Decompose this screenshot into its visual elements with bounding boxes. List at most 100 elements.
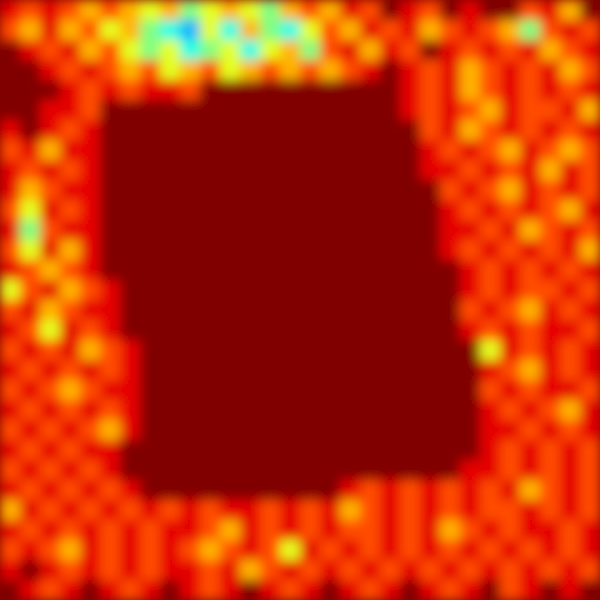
heatmap-cell xyxy=(460,0,481,21)
heatmap-cell xyxy=(40,560,61,581)
heatmap-cell xyxy=(560,160,581,181)
heatmap-cell xyxy=(460,480,481,501)
heatmap-cell xyxy=(500,180,521,201)
heatmap-cell xyxy=(500,560,521,581)
heatmap-cell xyxy=(60,400,81,421)
heatmap-cell xyxy=(200,60,221,81)
heatmap-cell xyxy=(540,580,561,600)
heatmap-cell xyxy=(500,420,521,441)
heatmap-cell xyxy=(520,320,541,341)
heatmap-cell xyxy=(360,20,381,41)
heatmap-cell xyxy=(440,480,461,501)
heatmap-cell xyxy=(460,220,481,241)
heatmap-cell xyxy=(40,0,61,21)
heatmap-cell xyxy=(380,480,401,501)
heatmap-cell xyxy=(180,460,201,481)
heatmap-cell xyxy=(320,360,341,381)
heatmap-cell xyxy=(120,240,141,261)
heatmap-cell xyxy=(380,380,401,401)
heatmap-cell xyxy=(80,20,101,41)
heatmap-cell xyxy=(60,380,81,401)
heatmap-cell xyxy=(40,100,61,121)
heatmap-cell xyxy=(440,420,461,441)
heatmap-cell xyxy=(380,40,401,61)
heatmap-cell xyxy=(160,340,181,361)
heatmap-cell xyxy=(100,280,121,301)
heatmap-cell xyxy=(300,360,321,381)
heatmap-cell xyxy=(340,180,361,201)
heatmap-cell xyxy=(200,400,221,421)
heatmap-cell xyxy=(140,160,161,181)
heatmap-cell xyxy=(260,160,281,181)
heatmap-cell xyxy=(60,420,81,441)
heatmap-cell xyxy=(300,420,321,441)
heatmap-cell xyxy=(140,500,161,521)
heatmap-cell xyxy=(440,380,461,401)
heatmap-cell xyxy=(140,300,161,321)
heatmap-cell xyxy=(560,380,581,401)
heatmap-cell xyxy=(360,420,381,441)
heatmap-cell xyxy=(80,400,101,421)
heatmap-cell xyxy=(180,340,201,361)
heatmap-cell xyxy=(280,420,301,441)
heatmap-cell xyxy=(160,460,181,481)
heatmap-cell xyxy=(200,0,221,21)
heatmap-cell xyxy=(240,520,261,541)
heatmap-cell xyxy=(580,580,600,600)
heatmap-cell xyxy=(300,200,321,221)
heatmap-cell xyxy=(560,320,581,341)
heatmap-cell xyxy=(240,580,261,600)
heatmap-cell xyxy=(400,0,421,21)
heatmap-cell xyxy=(160,240,181,261)
heatmap-cell xyxy=(60,460,81,481)
heatmap-cell xyxy=(520,400,541,421)
heatmap-cell xyxy=(340,540,361,561)
heatmap-cell xyxy=(200,460,221,481)
heatmap-cell xyxy=(280,380,301,401)
heatmap-cell xyxy=(60,160,81,181)
heatmap-cell xyxy=(560,180,581,201)
heatmap-cell xyxy=(580,420,600,441)
heatmap-cell xyxy=(140,260,161,281)
heatmap-cell xyxy=(520,460,541,481)
heatmap-cell xyxy=(260,500,281,521)
heatmap-cell xyxy=(540,240,561,261)
heatmap-cell xyxy=(20,480,41,501)
heatmap-cell xyxy=(260,460,281,481)
heatmap-cell xyxy=(340,140,361,161)
heatmap-cell xyxy=(200,240,221,261)
heatmap-cell xyxy=(540,500,561,521)
heatmap-cell xyxy=(360,100,381,121)
heatmap-cell xyxy=(480,60,501,81)
heatmap-cell xyxy=(520,420,541,441)
heatmap-cell xyxy=(120,560,141,581)
heatmap-cell xyxy=(420,220,441,241)
heatmap-cell xyxy=(520,560,541,581)
heatmap-cell xyxy=(100,340,121,361)
heatmap-cell xyxy=(500,520,521,541)
heatmap-cell xyxy=(140,400,161,421)
heatmap-cell xyxy=(540,400,561,421)
heatmap-cell xyxy=(560,80,581,101)
heatmap-cell xyxy=(100,220,121,241)
heatmap-cell xyxy=(180,380,201,401)
heatmap-cell xyxy=(20,540,41,561)
heatmap-cell xyxy=(0,300,21,321)
heatmap-cell xyxy=(280,140,301,161)
heatmap-cell xyxy=(120,200,141,221)
heatmap-cell xyxy=(400,540,421,561)
heatmap-cell xyxy=(300,480,321,501)
heatmap-cell xyxy=(560,220,581,241)
heatmap-cell xyxy=(260,280,281,301)
heatmap-cell xyxy=(180,120,201,141)
heatmap-cell xyxy=(0,60,21,81)
heatmap-cell xyxy=(380,460,401,481)
heatmap-cell xyxy=(440,240,461,261)
heatmap-cell xyxy=(420,400,441,421)
heatmap-cell xyxy=(220,100,241,121)
heatmap-cell xyxy=(400,580,421,600)
heatmap-cell xyxy=(60,440,81,461)
heatmap-cell xyxy=(100,300,121,321)
heatmap-cell xyxy=(320,120,341,141)
heatmap-cell xyxy=(20,40,41,61)
